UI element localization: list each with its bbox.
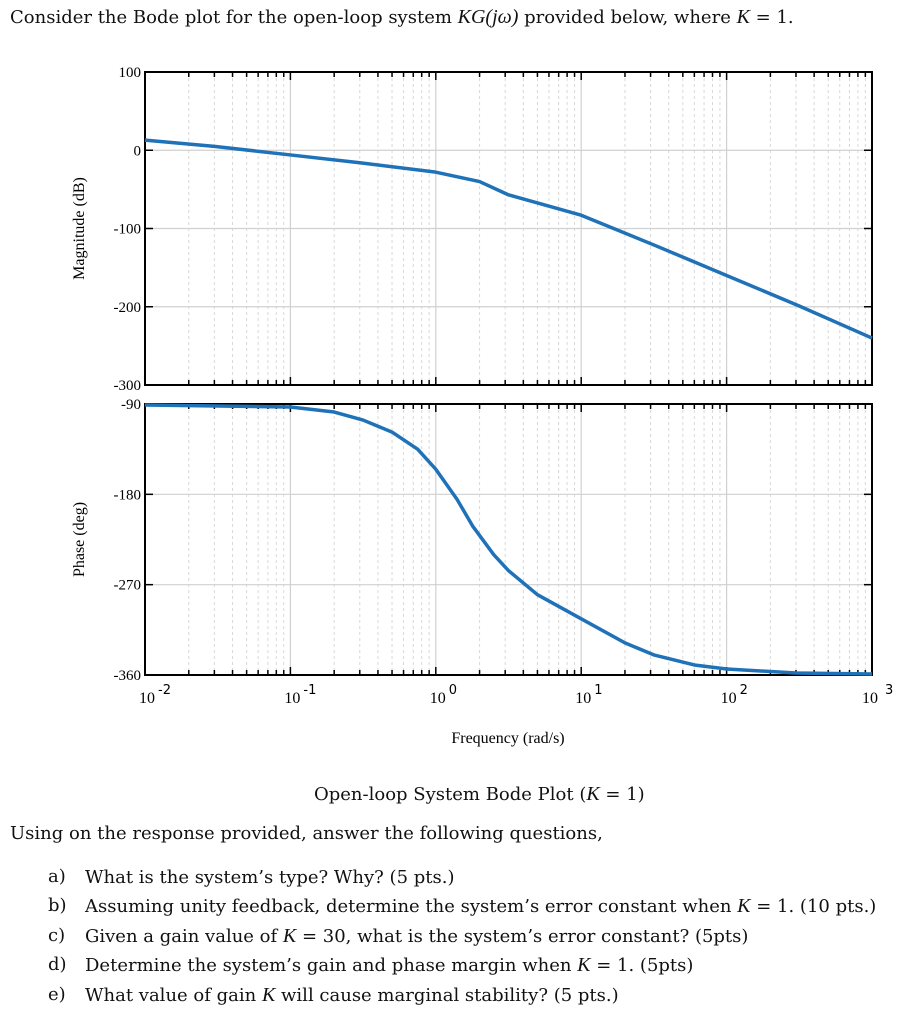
x-tick-base: 10 bbox=[284, 690, 300, 707]
title-equation: = 1. bbox=[749, 7, 794, 28]
question-pre: What value of gain bbox=[85, 985, 262, 1006]
question-letter: e) bbox=[48, 984, 66, 1005]
question-math: K bbox=[261, 984, 276, 1006]
y-tick-label: -100 bbox=[114, 222, 142, 238]
intro-text: Using on the response provided, answer t… bbox=[10, 823, 603, 844]
question-item: What is the system’s type? Why? (5 pts.) bbox=[85, 866, 455, 889]
x-tick-base: 10 bbox=[139, 690, 155, 707]
question-post: will cause marginal stability? (5 pts.) bbox=[275, 985, 619, 1006]
question-post: = 1. (10 pts.) bbox=[750, 896, 877, 917]
question-pre: Given a gain value of bbox=[85, 926, 283, 947]
x-tick-exponent: -2 bbox=[158, 683, 171, 698]
gain-symbol: K bbox=[736, 6, 750, 28]
magnitude-axis-label: Magnitude (dB) bbox=[71, 177, 88, 280]
y-tick-label: -360 bbox=[114, 668, 142, 684]
question-letter: d) bbox=[48, 954, 67, 975]
y-tick-label: 100 bbox=[119, 65, 142, 81]
question-letter: a) bbox=[48, 866, 66, 887]
x-axis-label: Frequency (rad/s) bbox=[451, 730, 564, 747]
phase-axes-frame bbox=[144, 403, 873, 676]
x-tick-exponent: 1 bbox=[594, 683, 602, 698]
question-pre: Determine the system’s gain and phase ma… bbox=[85, 955, 578, 976]
caption-gain-symbol: K bbox=[586, 783, 600, 805]
y-tick-label: -180 bbox=[114, 487, 142, 503]
question-math: K bbox=[282, 925, 297, 947]
problem-statement: Consider the Bode plot for the open-loop… bbox=[10, 6, 794, 29]
x-tick-exponent: 3 bbox=[885, 683, 893, 698]
phase-curve bbox=[144, 403, 873, 676]
question-item: Given a gain value of K = 30, what is th… bbox=[85, 925, 748, 948]
question-pre: Assuming unity feedback, determine the s… bbox=[85, 896, 738, 917]
question-item: Determine the system’s gain and phase ma… bbox=[85, 954, 693, 977]
caption-text-end: = 1) bbox=[599, 784, 645, 805]
question-letter: b) bbox=[48, 895, 67, 916]
question-post: = 1. (5pts) bbox=[590, 955, 694, 976]
title-text-mid: provided below, where bbox=[518, 7, 737, 28]
x-tick-exponent: 2 bbox=[740, 683, 748, 698]
x-tick-exponent: -1 bbox=[303, 683, 316, 698]
question-pre: What is the system’s type? Why? (5 pts.) bbox=[85, 867, 455, 888]
x-tick-base: 10 bbox=[575, 690, 591, 707]
figure-caption: Open-loop System Bode Plot (K = 1) bbox=[314, 783, 645, 806]
x-tick-base: 10 bbox=[721, 690, 737, 707]
y-tick-label: -300 bbox=[114, 378, 142, 394]
question-math: K bbox=[737, 895, 751, 917]
y-tick-label: 0 bbox=[134, 143, 142, 159]
question-item: What value of gain K will cause marginal… bbox=[85, 984, 619, 1007]
y-tick-label: -200 bbox=[114, 300, 142, 316]
x-tick-exponent: 0 bbox=[449, 683, 457, 698]
magnitude-curve bbox=[144, 138, 873, 340]
x-tick-base: 10 bbox=[862, 690, 878, 707]
transfer-function-math: KG(jω) bbox=[457, 6, 519, 28]
caption-text: Open-loop System Bode Plot ( bbox=[314, 784, 587, 805]
question-math: K bbox=[577, 954, 591, 976]
question-post: = 30, what is the system’s error constan… bbox=[296, 926, 749, 947]
y-tick-label: -270 bbox=[114, 578, 142, 594]
magnitude-axes-frame bbox=[144, 71, 873, 386]
title-text: Consider the Bode plot for the open-loop… bbox=[10, 7, 458, 28]
question-item: Assuming unity feedback, determine the s… bbox=[85, 895, 876, 918]
phase-axis-label: Phase (deg) bbox=[71, 502, 88, 577]
y-tick-label: -90 bbox=[121, 397, 141, 413]
x-tick-base: 10 bbox=[430, 690, 446, 707]
question-letter: c) bbox=[48, 925, 66, 946]
